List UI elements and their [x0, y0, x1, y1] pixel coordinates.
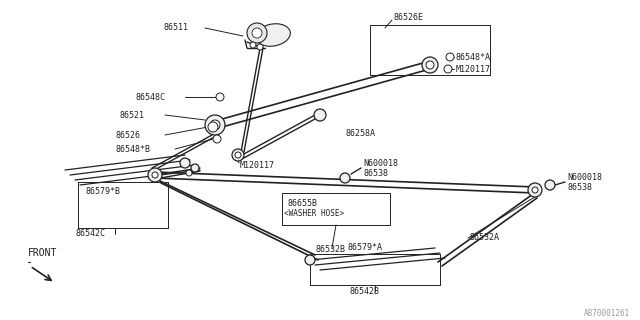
Text: 86532B: 86532B	[315, 245, 345, 254]
Text: 86526E: 86526E	[393, 13, 423, 22]
Text: 86258A: 86258A	[345, 129, 375, 138]
Text: 86548*A: 86548*A	[456, 52, 491, 61]
Circle shape	[247, 23, 267, 43]
Text: 86538: 86538	[363, 170, 388, 179]
Text: 86655B: 86655B	[287, 198, 317, 207]
Text: 86542C: 86542C	[75, 229, 105, 238]
Text: A870001261: A870001261	[584, 308, 630, 317]
Circle shape	[446, 53, 454, 61]
Circle shape	[191, 164, 199, 172]
Text: N600018: N600018	[363, 159, 398, 169]
Text: <WASHER HOSE>: <WASHER HOSE>	[284, 210, 344, 219]
Circle shape	[232, 149, 244, 161]
Text: M120117: M120117	[240, 161, 275, 170]
Text: 86538: 86538	[567, 183, 592, 193]
Circle shape	[252, 28, 262, 38]
Circle shape	[216, 93, 224, 101]
Text: 86526: 86526	[115, 131, 140, 140]
Text: 86542B: 86542B	[350, 287, 380, 297]
Text: N600018: N600018	[567, 173, 602, 182]
Circle shape	[305, 255, 315, 265]
Text: M120117: M120117	[456, 65, 491, 74]
Circle shape	[532, 187, 538, 193]
Circle shape	[205, 115, 225, 135]
Ellipse shape	[255, 24, 291, 46]
Circle shape	[340, 173, 350, 183]
Circle shape	[213, 135, 221, 143]
Circle shape	[250, 42, 256, 48]
Text: 86579*B: 86579*B	[85, 188, 120, 196]
Text: 86521: 86521	[120, 110, 145, 119]
Text: 86511: 86511	[163, 23, 188, 33]
Circle shape	[180, 158, 190, 168]
Text: 86579*A: 86579*A	[348, 244, 383, 252]
Circle shape	[148, 168, 162, 182]
Circle shape	[545, 180, 555, 190]
Circle shape	[152, 172, 158, 178]
Circle shape	[186, 170, 192, 176]
Circle shape	[444, 65, 452, 73]
Circle shape	[528, 183, 542, 197]
Circle shape	[235, 152, 241, 158]
Text: 86548C: 86548C	[135, 92, 165, 101]
Text: FRONT: FRONT	[28, 248, 58, 258]
Text: 86548*B: 86548*B	[115, 145, 150, 154]
Circle shape	[208, 122, 218, 132]
Text: 86532A: 86532A	[470, 234, 500, 243]
Circle shape	[257, 44, 263, 50]
Circle shape	[426, 61, 434, 69]
Circle shape	[210, 120, 220, 130]
Circle shape	[422, 57, 438, 73]
Circle shape	[314, 109, 326, 121]
